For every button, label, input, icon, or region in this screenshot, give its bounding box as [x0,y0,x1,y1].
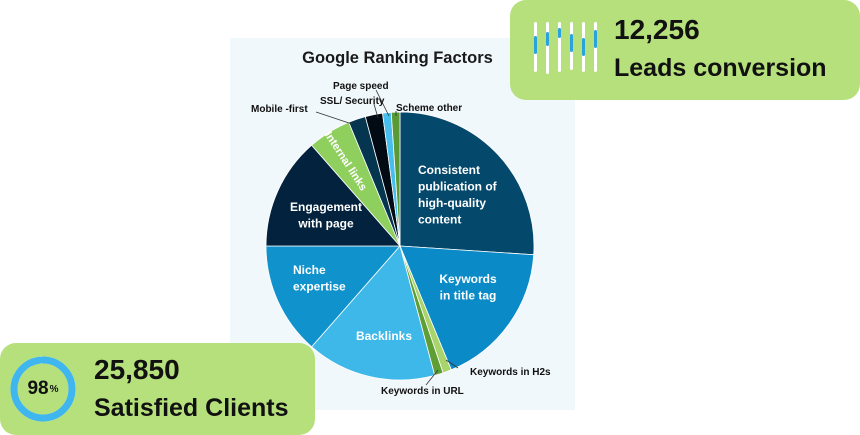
leads-label: Leads conversion [614,54,827,82]
bar-fill-3 [570,34,573,52]
slice-label-keywords-in-h2s: Keywords in H2s [470,367,551,378]
bar-fill-0 [534,36,537,54]
pie-slice-keywords-in-title-tag [399,245,535,371]
progress-percent-value: 98 [27,378,49,399]
pie-slice-consistent-publication-of-high-quality-content [399,111,535,256]
bar-track-1 [546,22,549,74]
slice-label-mobile-first: Mobile -first [251,104,308,115]
bar-fill-4 [582,38,585,56]
satisfied-clients-card: 98% 25,850 Satisfied Clients [0,343,315,435]
slice-label-backlinks: Backlinks [356,329,412,343]
bar-chart-icon [534,22,597,74]
slice-label-ssl-security: SSL/ Security [320,96,385,107]
slice-label-consistent-publication-of-high-quality-content: Consistent publication of high-quality cont… [418,163,498,227]
leads-conversion-card: 12,256 Leads conversion [510,0,860,100]
chart-title: Google Ranking Factors [302,49,493,67]
clients-label: Satisfied Clients [94,394,289,422]
slice-label-niche-expertise: Niche expertise [293,263,346,294]
progress-ring [10,356,76,422]
slice-label-engagement-with-page: Engagement with page [290,200,362,231]
bar-fill-2 [558,28,561,38]
bar-fill-5 [594,30,597,48]
pie-slice-engagement-with-page [265,144,401,247]
leads-value: 12,256 [614,14,700,45]
slice-label-page-speed: Page speed [333,81,389,92]
leader-line-keywords-in-h2s [445,359,459,369]
clients-value: 25,850 [94,354,180,385]
bar-fill-1 [546,32,549,46]
progress-ring-fill [10,356,76,422]
progress-percent: 98% [8,354,78,424]
leader-line-keywords-in-url [425,369,439,386]
slice-label-keywords-in-title-tag: Keywords in title tag [439,272,497,303]
pie-slice-niche-expertise [265,245,401,348]
leader-line-mobile-first [315,111,353,125]
leader-line-ssl-security [373,103,379,119]
slice-label-keywords-in-url: Keywords in URL [381,386,464,397]
pie-slice-backlinks [311,245,436,381]
progress-percent-sign: % [49,383,59,395]
slice-label-scheme-other: Scheme other [396,103,462,114]
leader-line-page-speed [375,89,390,117]
